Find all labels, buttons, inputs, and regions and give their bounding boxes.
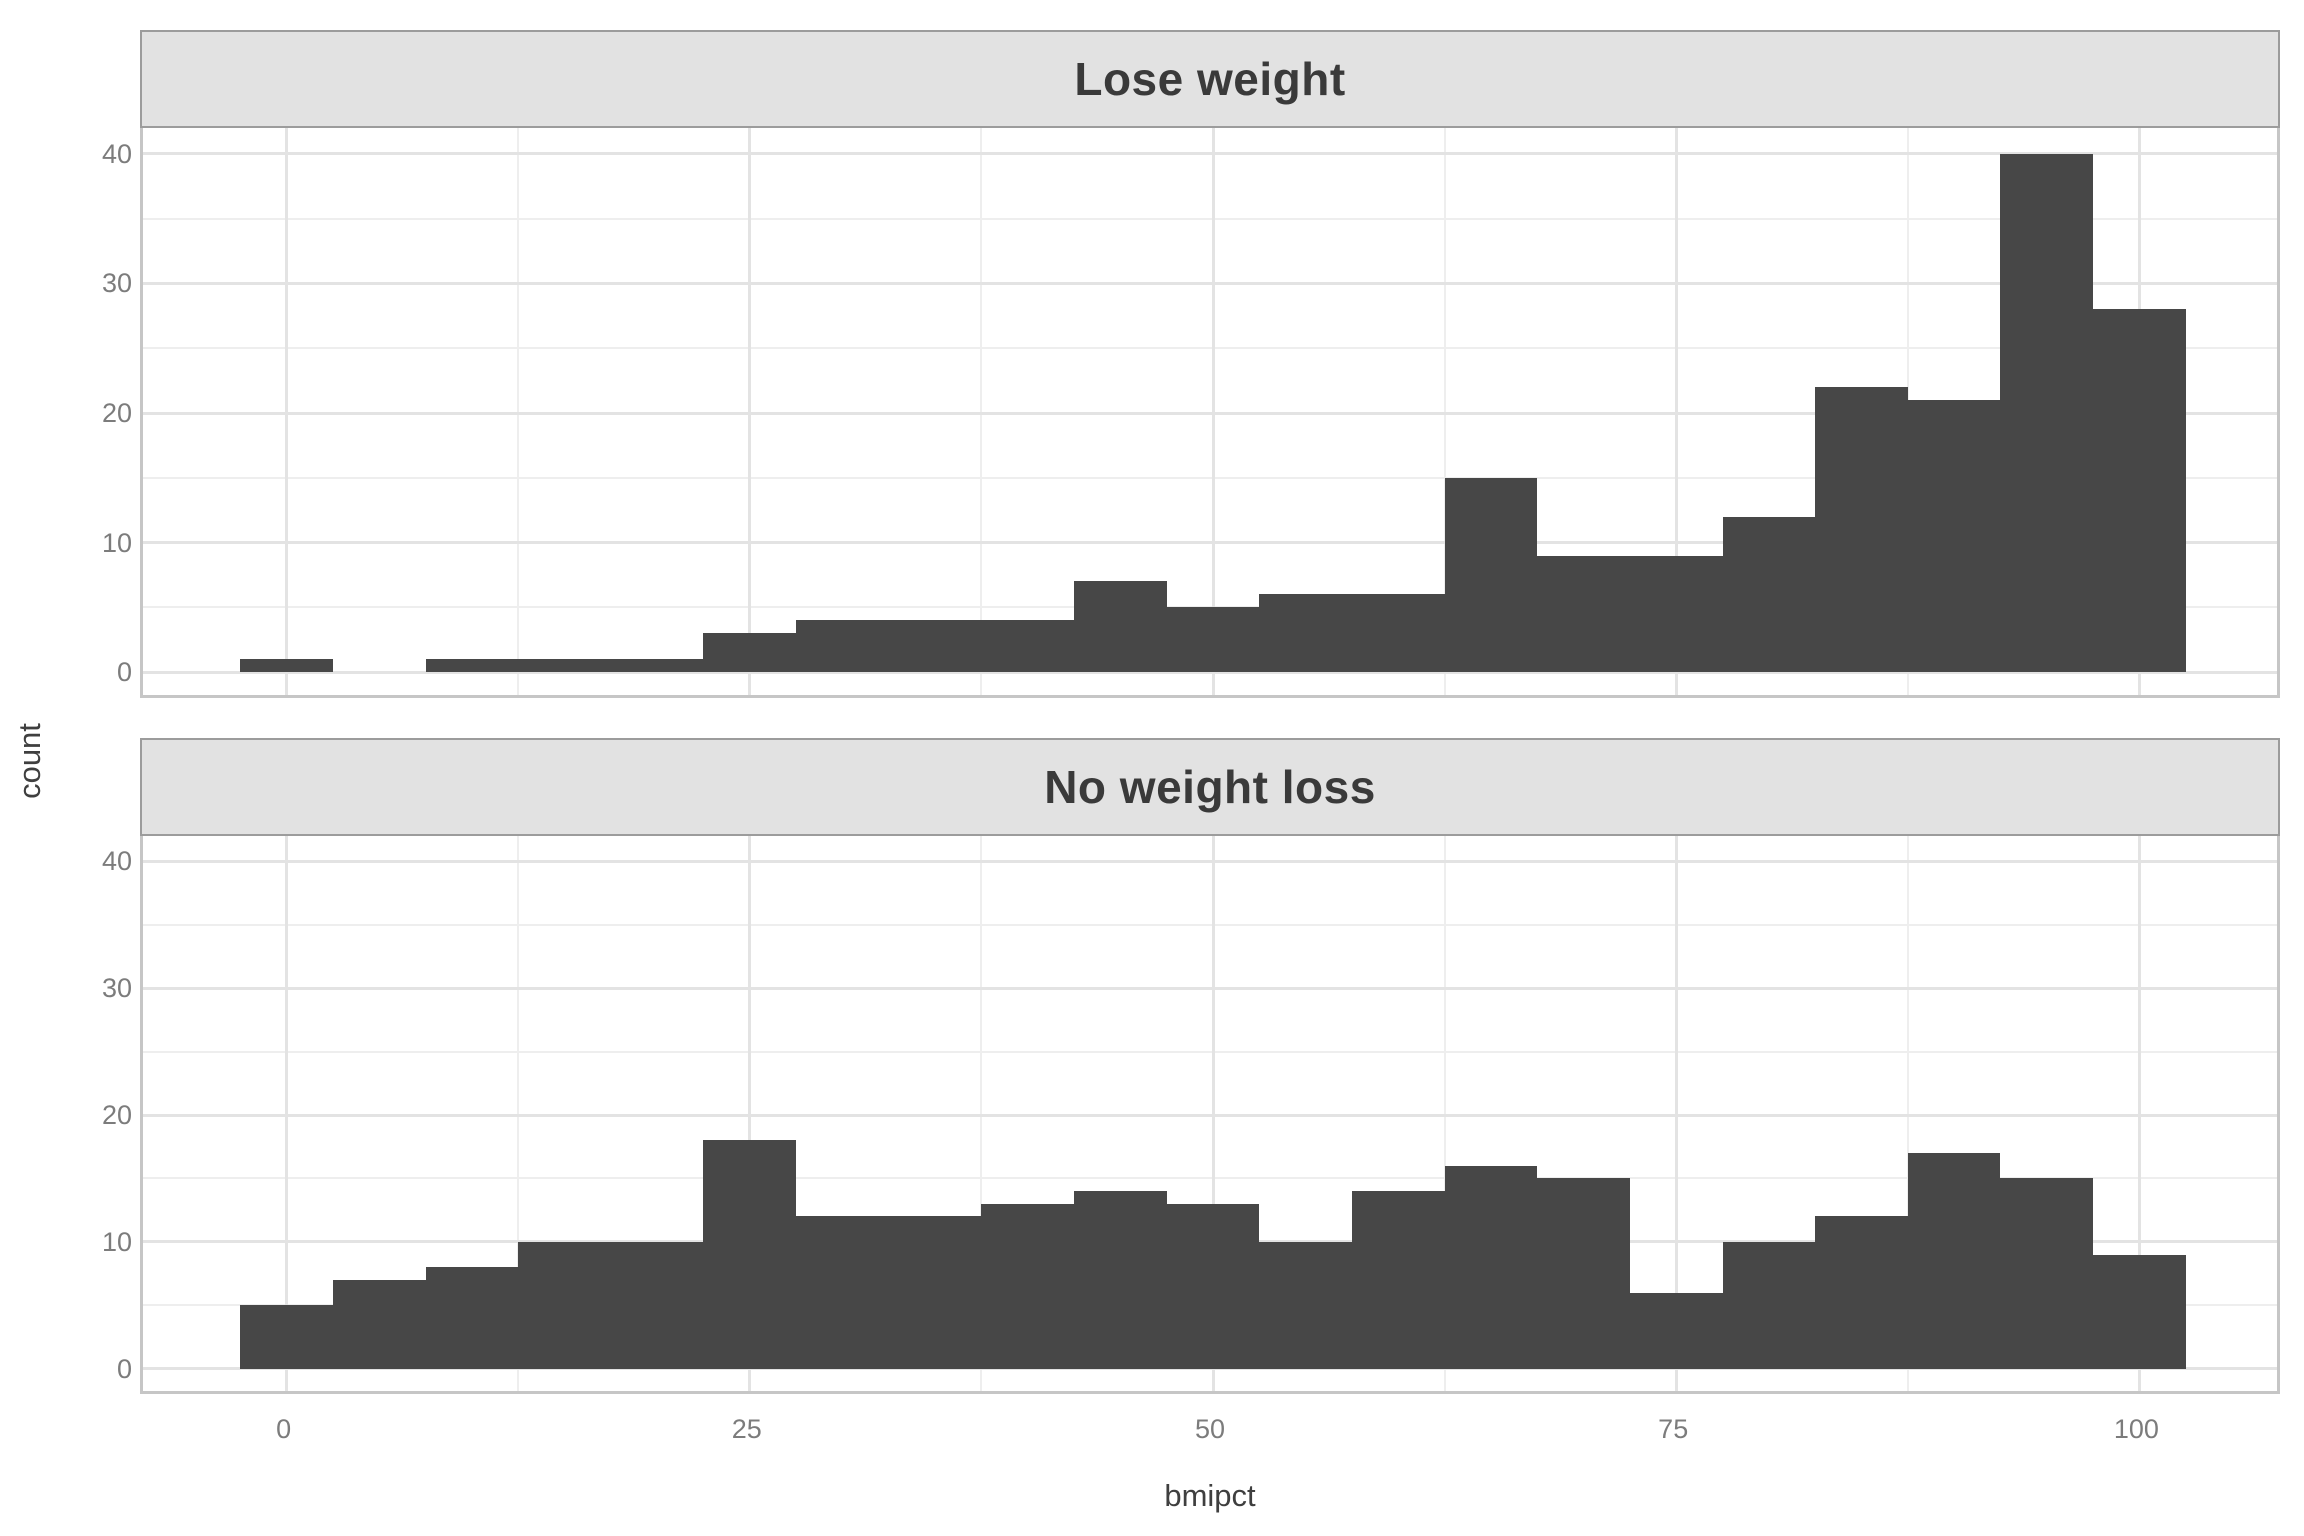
histogram-bar bbox=[1259, 1241, 1352, 1369]
x-axis-title: bmipct bbox=[1164, 1478, 1256, 1513]
histogram-bar bbox=[1815, 1216, 1908, 1369]
histogram-bar bbox=[796, 620, 889, 673]
histogram-bar bbox=[1074, 1191, 1167, 1369]
histogram-bar bbox=[1629, 1292, 1723, 1369]
histogram-bar bbox=[1166, 1203, 1260, 1369]
x-tick-label: 100 bbox=[2113, 1414, 2159, 1444]
x-tick-label: 50 bbox=[1194, 1414, 1226, 1444]
gridline-y-major bbox=[143, 1367, 2277, 1371]
gridline-x-major bbox=[748, 128, 752, 695]
facet-strip: Lose weight bbox=[140, 30, 2280, 128]
gridline-x-major bbox=[285, 836, 289, 1391]
histogram-bar bbox=[518, 1241, 611, 1369]
histogram-bar bbox=[1444, 477, 1538, 673]
gridline-y-major bbox=[143, 541, 2277, 545]
histogram-bar bbox=[796, 1216, 889, 1369]
histogram-bar bbox=[1629, 555, 1723, 673]
histogram-bar bbox=[1444, 1165, 1538, 1369]
histogram-bar bbox=[240, 1305, 333, 1369]
gridline-y-minor bbox=[143, 1050, 2277, 1053]
y-tick-label: 40 bbox=[101, 846, 132, 877]
x-tick-label: 75 bbox=[1658, 1414, 1689, 1444]
gridline-y-major bbox=[143, 152, 2277, 156]
gridline-y-minor bbox=[143, 347, 2277, 350]
y-tick-label: 0 bbox=[116, 657, 132, 688]
histogram-bar bbox=[2000, 1178, 2094, 1369]
histogram-bar bbox=[703, 633, 797, 673]
histogram-bar bbox=[1259, 594, 1352, 673]
y-tick-label: 40 bbox=[101, 138, 132, 169]
gridline-y-minor bbox=[143, 476, 2277, 479]
histogram-bar bbox=[2093, 1254, 2186, 1369]
gridline-y-major bbox=[143, 670, 2277, 674]
gridline-x-major bbox=[1211, 128, 1215, 695]
gridline-y-major bbox=[143, 411, 2277, 415]
gridline-x-major bbox=[1211, 836, 1215, 1391]
histogram-bar bbox=[2000, 153, 2094, 673]
gridline-x-major bbox=[2137, 836, 2141, 1391]
y-axis-title: count bbox=[12, 723, 47, 799]
histogram-bar bbox=[981, 1203, 1075, 1369]
histogram-bar bbox=[1537, 1178, 1630, 1369]
gridline-y-minor bbox=[143, 923, 2277, 926]
y-tick-label: 20 bbox=[101, 1100, 132, 1130]
y-tick-label: 30 bbox=[101, 268, 132, 299]
facet-panel bbox=[140, 128, 2280, 698]
histogram-bar bbox=[332, 1279, 426, 1369]
gridline-y-major bbox=[143, 281, 2277, 285]
histogram-bar bbox=[703, 1140, 797, 1369]
y-tick-label: 0 bbox=[116, 1353, 132, 1384]
x-tick-label: 25 bbox=[731, 1414, 762, 1444]
y-tick-label: 10 bbox=[101, 527, 132, 558]
histogram-bar bbox=[1907, 400, 2001, 673]
y-tick-label: 10 bbox=[101, 1226, 132, 1257]
y-tick-label: 20 bbox=[101, 398, 132, 428]
histogram-bar bbox=[981, 620, 1075, 673]
gridline-y-major bbox=[143, 986, 2277, 990]
gridline-x-major bbox=[1674, 836, 1678, 1391]
facet-strip-label: Lose weight bbox=[1074, 53, 1346, 105]
histogram-bar bbox=[610, 1241, 704, 1369]
histogram-bar bbox=[610, 659, 704, 673]
gridline-x-major bbox=[748, 836, 752, 1391]
histogram-bar bbox=[240, 659, 333, 673]
histogram-bar bbox=[1815, 387, 1908, 673]
gridline-y-major bbox=[143, 859, 2277, 863]
gridline-x-major bbox=[1674, 128, 1678, 695]
facet-strip: No weight loss bbox=[140, 738, 2280, 836]
gridline-y-minor bbox=[143, 1177, 2277, 1180]
histogram-bar bbox=[1537, 555, 1630, 673]
histogram-bar bbox=[1722, 516, 1816, 673]
histogram-bar bbox=[1074, 581, 1167, 673]
histogram-bar bbox=[1351, 594, 1445, 673]
histogram-bar bbox=[425, 1267, 519, 1369]
histogram-bar bbox=[888, 620, 982, 673]
x-tick-label: 0 bbox=[276, 1414, 292, 1444]
gridline-y-major bbox=[143, 1113, 2277, 1117]
histogram-bar bbox=[1351, 1191, 1445, 1369]
facet-panel bbox=[140, 836, 2280, 1394]
gridline-x-major bbox=[285, 128, 289, 695]
histogram-bar bbox=[1166, 607, 1260, 673]
gridline-y-minor bbox=[143, 217, 2277, 220]
facet-strip-label: No weight loss bbox=[1044, 761, 1376, 813]
histogram-bar bbox=[2093, 309, 2186, 673]
histogram-bar bbox=[1722, 1241, 1816, 1369]
histogram-bar bbox=[425, 659, 519, 673]
histogram-bar bbox=[518, 659, 611, 673]
y-tick-label: 30 bbox=[101, 973, 132, 1004]
histogram-bar bbox=[888, 1216, 982, 1369]
histogram-bar bbox=[1907, 1153, 2001, 1369]
